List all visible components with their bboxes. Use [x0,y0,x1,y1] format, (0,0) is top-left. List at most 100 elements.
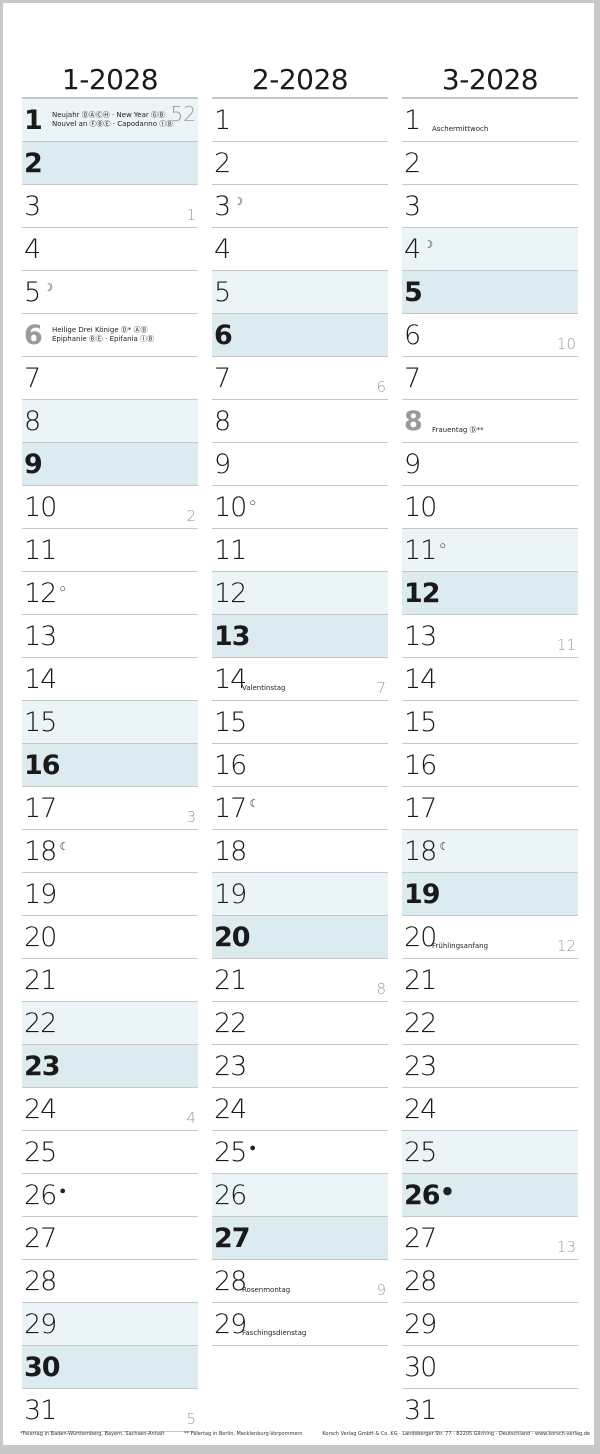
day-row: 20 Frühlingsanfang 12 [402,916,578,959]
day-row: 3 ☽ [212,185,388,228]
day-number-text: 31 [24,1395,57,1426]
day-row: 22 [22,1002,198,1045]
day-number: 26 ● [404,1180,453,1211]
day-row: 5 [212,271,388,314]
day-number: 5 [404,277,423,308]
moon-phase-icon: ☾ [249,797,259,810]
day-row: 8 [212,400,388,443]
note-line: Heilige Drei Könige Ⓓ* ⒶⒷ [52,326,148,334]
day-row: 6 [212,314,388,357]
moon-phase-icon: ● [442,1184,453,1197]
day-number: 13 [404,621,437,652]
day-number: 29 [214,1309,247,1340]
day-row: 19 [402,873,578,916]
day-number: 2 [214,148,231,179]
day-number-text: 25 [214,1137,247,1168]
day-number: 12 [404,578,441,609]
day-number-text: 26 [214,1180,247,1211]
day-number-text: 29 [404,1309,437,1340]
day-number: 31 [404,1395,437,1426]
day-row: 3 [402,185,578,228]
day-number-text: 10 [24,492,57,523]
day-number-text: 25 [24,1137,57,1168]
day-number: 23 [24,1051,61,1082]
day-row: 12 [402,572,578,615]
moon-phase-icon: ☾ [439,840,449,853]
day-row: 10 2 [22,486,198,529]
day-row: 13 [22,615,198,658]
day-row: 18 [212,830,388,873]
day-number: 20 [214,922,251,953]
day-number-text: 25 [404,1137,437,1168]
day-row: 26 [212,1174,388,1217]
day-number: 15 [404,707,437,738]
day-number: 30 [404,1352,437,1383]
moon-phase-icon: ☽ [423,238,433,251]
note-line: Rosenmontag [242,1286,291,1294]
day-number: 29 [404,1309,437,1340]
week-number: 2 [186,507,196,525]
day-row: 5 ☽ [22,271,198,314]
day-number-text: 8 [214,406,231,437]
day-row: 31 5 [22,1389,198,1432]
day-number: 6 [24,320,43,351]
day-number: 7 [214,363,231,394]
day-number-text: 5 [214,277,231,308]
day-number: 16 [404,750,437,781]
day-number-text: 3 [404,191,421,222]
day-number: 19 [24,879,57,910]
day-number-text: 16 [24,750,61,781]
calendar-sheet: 1-2028 1 Neujahr ⒹⒶⒸⒽ · New Year ⒼⒷ Nouvel… [3,3,594,1445]
day-number: 21 [24,965,57,996]
day-number-text: 13 [404,621,437,652]
day-list: 1 Aschermittwoch 2 3 4 ☽ 5 6 10 7 8 Frauentag Ⓓ** 9 1… [402,97,578,1432]
day-number-text: 15 [404,707,437,738]
day-number: 1 [24,105,43,136]
day-row: 15 [212,701,388,744]
day-row: 28 Rosenmontag 9 [212,1260,388,1303]
day-number: 5 [214,277,231,308]
note-line: Frühlingsanfang [432,942,489,950]
day-number: 23 [404,1051,437,1082]
day-number-text: 14 [404,664,437,695]
moon-phase-icon: ○ [439,539,446,552]
week-number: 6 [376,378,386,396]
day-number: 9 [24,449,43,480]
day-row: 18 ☾ [402,830,578,873]
day-number: 8 [214,406,231,437]
day-number-text: 23 [24,1051,61,1082]
day-number-text: 4 [214,234,231,265]
day-number-text: 20 [24,922,57,953]
day-number: 20 [404,922,437,953]
holiday-note: Faschingsdienstag [242,1329,306,1338]
day-row: 27 [212,1217,388,1260]
moon-phase-icon: ☽ [43,281,53,294]
day-number: 28 [214,1266,247,1297]
week-number: 11 [556,636,576,654]
day-row: 16 [22,744,198,787]
day-number-text: 21 [24,965,57,996]
day-number-text: 27 [404,1223,437,1254]
day-number: 24 [24,1094,57,1125]
day-number: 31 [24,1395,57,1426]
day-number: 25 [404,1137,437,1168]
day-number-text: 11 [214,535,247,566]
day-number: 24 [404,1094,437,1125]
day-row: 1 [212,99,388,142]
day-number: 6 [404,320,421,351]
day-number-text: 4 [404,234,421,265]
day-number-text: 18 [404,836,437,867]
day-number-text: 28 [404,1266,437,1297]
day-number-text: 18 [214,836,247,867]
day-number-text: 18 [24,836,57,867]
day-row: 1 Aschermittwoch [402,99,578,142]
day-row: 9 [212,443,388,486]
day-row: 27 13 [402,1217,578,1260]
moon-phase-icon: ○ [59,582,66,595]
day-number: 24 [214,1094,247,1125]
day-row: 6 Heilige Drei Könige Ⓓ* ⒶⒷ Épiphanie ⒷⒺ ·… [22,314,198,357]
day-row: 22 [212,1002,388,1045]
week-number: 7 [376,679,386,697]
day-number: 2 [404,148,421,179]
day-number: 2 [24,148,43,179]
